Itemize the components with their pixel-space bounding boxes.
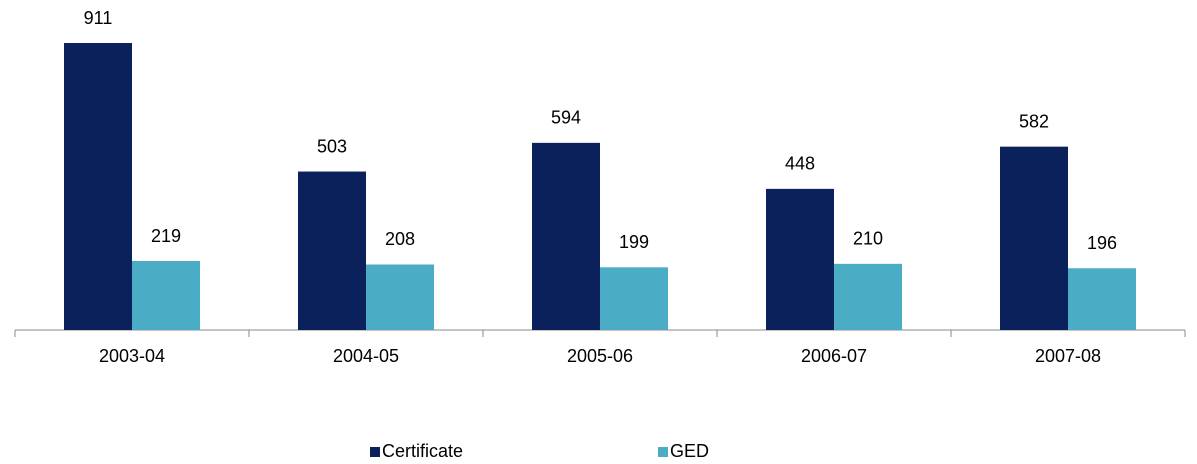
x-tick-label: 2007-08 <box>1035 346 1101 366</box>
bar <box>600 267 668 330</box>
data-label: 594 <box>551 108 581 128</box>
data-label: 582 <box>1019 111 1049 131</box>
data-label: 219 <box>151 226 181 246</box>
legend-swatch <box>370 447 380 457</box>
x-tick-label: 2006-07 <box>801 346 867 366</box>
bar <box>64 43 132 330</box>
bar <box>532 142 600 330</box>
legend-label: Certificate <box>382 441 463 461</box>
x-tick-label: 2004-05 <box>333 346 399 366</box>
bar <box>1000 146 1068 330</box>
data-label: 448 <box>785 154 815 174</box>
x-tick-label: 2003-04 <box>99 346 165 366</box>
bar <box>298 171 366 330</box>
bar <box>766 188 834 330</box>
legend-label: GED <box>670 441 709 461</box>
data-label: 196 <box>1087 233 1117 253</box>
data-label: 210 <box>853 229 883 249</box>
data-label: 911 <box>84 8 113 28</box>
bar <box>366 264 434 330</box>
data-label: 503 <box>317 136 347 156</box>
data-label: 208 <box>385 229 415 249</box>
bar <box>834 263 902 330</box>
x-tick-label: 2005-06 <box>567 346 633 366</box>
legend-swatch <box>658 447 668 457</box>
bar <box>1068 268 1136 330</box>
data-label: 199 <box>619 232 649 252</box>
bar <box>132 261 200 330</box>
